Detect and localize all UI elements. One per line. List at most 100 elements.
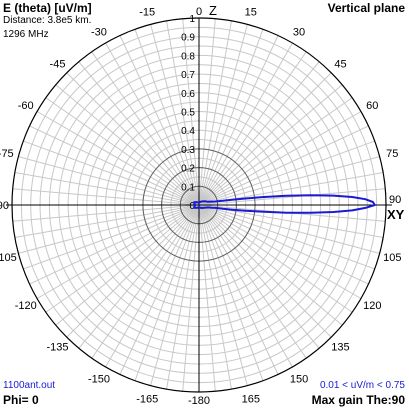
angle-label: -30	[91, 27, 107, 39]
angle-label: -45	[50, 59, 66, 71]
polar-axes	[6, 17, 392, 393]
grid-spoke	[91, 51, 200, 206]
grid-spoke	[91, 204, 200, 359]
grid-spoke	[182, 204, 200, 392]
radial-tick-label: 0.4	[181, 126, 195, 137]
angle-label: -135	[46, 341, 68, 353]
angle-label: -150	[88, 373, 110, 385]
grid-spoke	[198, 97, 353, 206]
grid-spoke	[55, 84, 200, 206]
grid-spoke	[36, 111, 200, 206]
radial-tick-label: 0.7	[181, 70, 195, 81]
grid-spoke	[198, 84, 343, 206]
grid-spoke	[198, 72, 332, 206]
distance-label: Distance: 3.8e5 km.	[3, 15, 92, 26]
grid-spoke	[198, 204, 293, 368]
angle-label: -105	[0, 252, 17, 264]
filename-label: 1100ant.out	[3, 380, 56, 391]
xy-axis-label: XY	[387, 207, 405, 222]
polar-labels: 00.10.20.30.40.50.60.70.80.910 1530456075…	[0, 3, 405, 407]
radial-tick-label: 0.5	[181, 108, 195, 119]
angle-label: -60	[18, 100, 34, 112]
radial-tick-label: 0	[189, 201, 195, 212]
grid-spoke	[198, 35, 279, 206]
grid-spoke	[18, 204, 200, 254]
angle-label: 120	[363, 300, 381, 312]
grid-spoke	[198, 42, 293, 206]
grid-spoke	[36, 204, 200, 299]
radial-tick-label: 0.3	[181, 145, 195, 156]
angle-label: 135	[331, 341, 349, 353]
grid-spoke	[198, 204, 248, 386]
grid-spoke	[182, 18, 200, 206]
grid-spoke	[198, 204, 362, 299]
grid-spoke	[150, 24, 200, 206]
grid-spoke	[198, 204, 264, 381]
grid-spoke	[23, 204, 200, 270]
angle-label: -15	[139, 7, 155, 19]
grid-spoke	[198, 204, 380, 254]
grid-spoke	[45, 204, 200, 313]
grid-spoke	[198, 204, 353, 313]
z-axis-label: Z	[209, 3, 217, 18]
grid-spoke	[29, 204, 200, 285]
range-label: 0.01 < uV/m < 0.75	[319, 380, 405, 391]
grid-spoke	[55, 204, 200, 326]
grid-spoke	[119, 35, 200, 206]
grid-spoke	[166, 20, 200, 206]
phi-label: Phi= 0	[3, 393, 39, 407]
grid-spoke	[198, 29, 264, 206]
grid-spoke	[105, 42, 200, 206]
grid-spoke	[29, 125, 200, 206]
grid-spoke	[45, 97, 200, 206]
grid-spoke	[166, 204, 200, 390]
angle-label: -120	[15, 300, 37, 312]
grid-spoke	[198, 204, 375, 270]
grid-spoke	[198, 204, 279, 375]
pattern-trace-group	[193, 194, 376, 214]
quantity-label: E (theta) [uV/m]	[3, 1, 92, 15]
radial-tick-label: 0.2	[181, 164, 195, 175]
grid-spoke	[198, 18, 216, 206]
grid-spoke	[198, 51, 307, 206]
grid-spoke	[134, 204, 200, 381]
angle-label: 90	[389, 194, 401, 206]
radial-tick-label: 1	[189, 14, 195, 25]
grid-spoke	[198, 204, 320, 349]
angle-label: 75	[386, 148, 398, 160]
grid-spoke	[12, 188, 200, 206]
frequency-label: 1296 MHz	[3, 29, 49, 40]
radial-tick-label: 0.8	[181, 51, 195, 62]
angle-label: 60	[366, 100, 378, 112]
grid-spoke	[198, 204, 332, 338]
pattern-trace	[193, 194, 376, 214]
grid-spoke	[119, 204, 200, 375]
grid-spoke	[198, 20, 232, 206]
grid-spoke	[198, 204, 369, 285]
angle-label: -75	[0, 148, 14, 160]
grid-spoke	[198, 204, 307, 359]
grid-spoke	[12, 204, 200, 222]
radial-tick-label: 0.9	[181, 33, 195, 44]
grid-spoke	[23, 140, 200, 206]
grid-spoke	[66, 72, 200, 206]
grid-spoke	[14, 204, 200, 238]
angle-label: 165	[242, 393, 260, 405]
grid-spoke	[78, 61, 200, 206]
grid-spoke	[134, 29, 200, 206]
grid-spoke	[198, 61, 320, 206]
grid-spoke	[66, 204, 200, 338]
angle-label: -165	[136, 393, 158, 405]
grid-spoke	[150, 204, 200, 386]
grid-spoke	[105, 204, 200, 368]
plane-label: Vertical plane	[327, 1, 405, 15]
grid-spoke	[14, 172, 200, 206]
angle-label: 15	[245, 7, 257, 19]
grid-spoke	[198, 111, 362, 206]
angle-label: 0	[196, 6, 202, 18]
grid-spoke	[198, 156, 380, 206]
angle-label: 30	[293, 27, 305, 39]
max-gain-label: Max gain The:90	[311, 393, 405, 407]
grid-spoke	[198, 204, 343, 326]
